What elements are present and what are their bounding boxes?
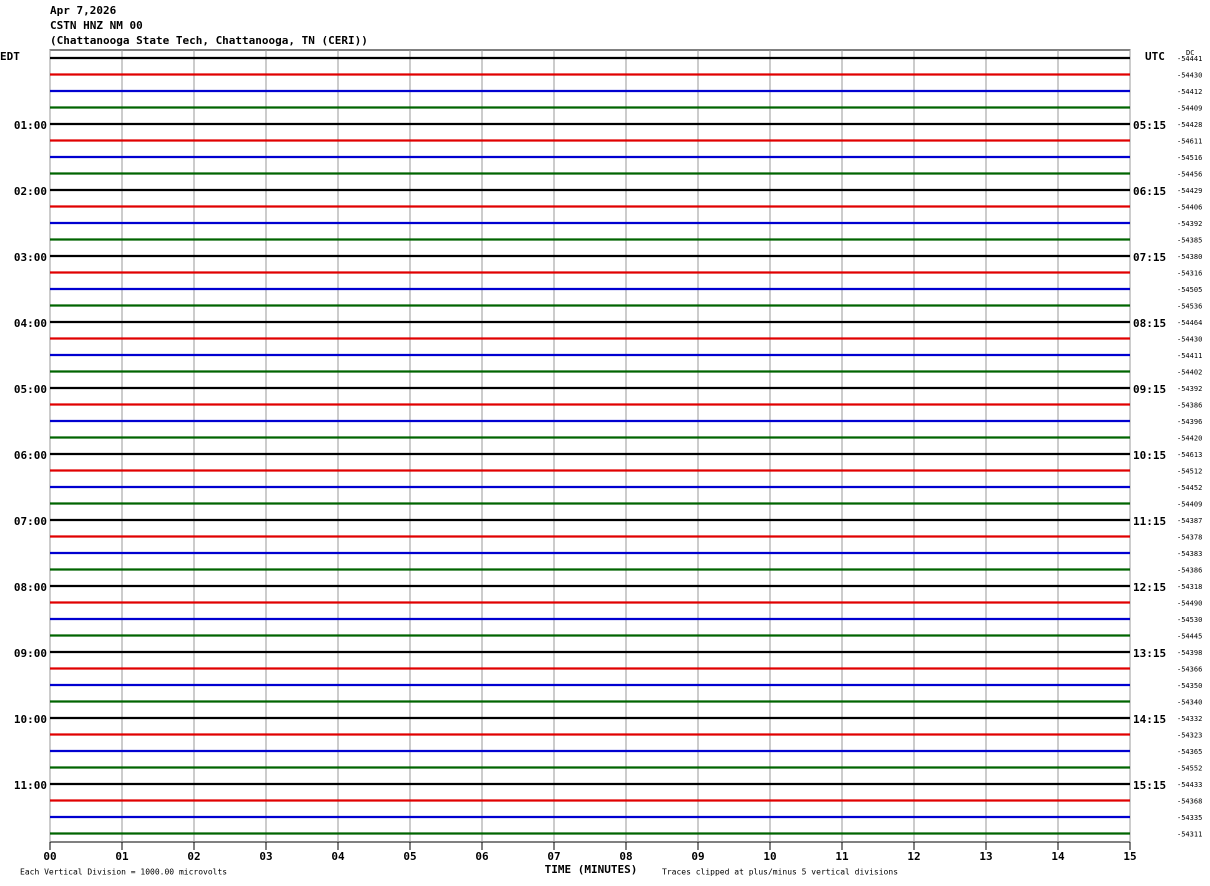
utc-hour-label: 07:15: [1133, 251, 1166, 264]
dc-offset: -54368: [1177, 798, 1202, 806]
dc-offset: -54366: [1177, 666, 1202, 674]
dc-offset: -54323: [1177, 732, 1202, 740]
dc-offset: -54318: [1177, 583, 1202, 591]
dc-offset: -54530: [1177, 616, 1202, 624]
dc-offset: -54428: [1177, 121, 1202, 129]
dc-offset: -54396: [1177, 418, 1202, 426]
dc-offset: -54392: [1177, 220, 1202, 228]
utc-hour-label: 09:15: [1133, 383, 1166, 396]
dc-offset: -54516: [1177, 154, 1202, 162]
scale-note: Each Vertical Division = 1000.00 microvo…: [20, 868, 227, 877]
x-tick-label: 02: [187, 850, 200, 863]
edt-hour-label: 05:00: [14, 383, 47, 396]
x-tick-label: 07: [547, 850, 560, 863]
utc-hour-label: 08:15: [1133, 317, 1166, 330]
edt-hour-label: 07:00: [14, 515, 47, 528]
dc-offset: -54505: [1177, 286, 1202, 294]
dc-offset: -54420: [1177, 435, 1202, 443]
utc-hour-label: 14:15: [1133, 713, 1166, 726]
dc-offset: -54316: [1177, 270, 1202, 278]
x-tick-label: 04: [331, 850, 345, 863]
dc-label: DC: [1186, 49, 1194, 57]
x-tick-label: 13: [979, 850, 992, 863]
dc-offset: -54311: [1177, 831, 1202, 839]
dc-offset: -54411: [1177, 352, 1202, 360]
x-tick-label: 08: [619, 850, 632, 863]
dc-offset: -54456: [1177, 171, 1202, 179]
dc-offset: -54350: [1177, 682, 1202, 690]
dc-offset: -54430: [1177, 336, 1202, 344]
dc-offset: -54335: [1177, 814, 1202, 822]
dc-offset: -54406: [1177, 204, 1202, 212]
x-tick-label: 09: [691, 850, 704, 863]
dc-offset: -54386: [1177, 567, 1202, 575]
x-tick-label: 06: [475, 850, 489, 863]
edt-hour-label: 01:00: [14, 119, 47, 132]
dc-offset: -54464: [1177, 319, 1202, 327]
x-tick-label: 12: [907, 850, 920, 863]
edt-hour-label: 06:00: [14, 449, 47, 462]
dc-offset: -54452: [1177, 484, 1202, 492]
dc-offset: -54412: [1177, 88, 1202, 96]
dc-offset: -54552: [1177, 765, 1202, 773]
dc-offset: -54378: [1177, 534, 1202, 542]
dc-offset: -54409: [1177, 501, 1202, 509]
edt-hour-label: 03:00: [14, 251, 47, 264]
utc-hour-label: 12:15: [1133, 581, 1166, 594]
x-axis-label: TIME (MINUTES): [545, 863, 638, 876]
dc-offset: -54383: [1177, 550, 1202, 558]
edt-hour-label: 04:00: [14, 317, 47, 330]
dc-offset: -54536: [1177, 303, 1202, 311]
dc-offset: -54402: [1177, 369, 1202, 377]
x-tick-label: 05: [403, 850, 416, 863]
dc-offset: -54430: [1177, 72, 1202, 80]
x-tick-label: 15: [1123, 850, 1136, 863]
dc-offset: -54429: [1177, 187, 1202, 195]
edt-hour-label: 10:00: [14, 713, 47, 726]
dc-offset: -54398: [1177, 649, 1202, 657]
dc-offset: -54441: [1177, 55, 1202, 63]
dc-offset: -54433: [1177, 781, 1202, 789]
edt-hour-label: 08:00: [14, 581, 47, 594]
x-tick-label: 11: [835, 850, 849, 863]
dc-offset: -54332: [1177, 715, 1202, 723]
location: (Chattanooga State Tech, Chattanooga, TN…: [50, 34, 368, 47]
edt-hour-label: 09:00: [14, 647, 47, 660]
utc-hour-label: 05:15: [1133, 119, 1166, 132]
utc-hour-label: 13:15: [1133, 647, 1166, 660]
utc-hour-label: 10:15: [1133, 449, 1166, 462]
x-tick-label: 10: [763, 850, 776, 863]
dc-offset: -54392: [1177, 385, 1202, 393]
edt-hour-label: 11:00: [14, 779, 47, 792]
utc-hour-label: 15:15: [1133, 779, 1166, 792]
dc-offset: -54380: [1177, 253, 1202, 261]
x-tick-label: 00: [43, 850, 56, 863]
dc-offset: -54445: [1177, 633, 1202, 641]
dc-offset: -54409: [1177, 105, 1202, 113]
right-timezone: UTC: [1145, 50, 1165, 63]
plot-frame: [49, 49, 1131, 843]
dc-offset: -54385: [1177, 237, 1202, 245]
x-tick-label: 14: [1051, 850, 1065, 863]
left-timezone: EDT: [0, 50, 20, 63]
dc-offset: -54387: [1177, 517, 1202, 525]
date: Apr 7,2026: [50, 4, 117, 17]
edt-hour-label: 02:00: [14, 185, 47, 198]
x-tick-label: 03: [259, 850, 272, 863]
dc-offset: -54490: [1177, 600, 1202, 608]
dc-offset: -54340: [1177, 699, 1202, 707]
dc-offset: -54512: [1177, 468, 1202, 476]
dc-offset: -54613: [1177, 451, 1202, 459]
clip-note: Traces clipped at plus/minus 5 vertical …: [662, 868, 898, 877]
dc-offset: -54611: [1177, 138, 1202, 146]
dc-offset: -54365: [1177, 748, 1202, 756]
x-tick-label: 01: [115, 850, 129, 863]
station: CSTN HNZ NM 00: [50, 19, 143, 32]
utc-hour-label: 06:15: [1133, 185, 1166, 198]
utc-hour-label: 11:15: [1133, 515, 1166, 528]
dc-offset: -54386: [1177, 402, 1202, 410]
